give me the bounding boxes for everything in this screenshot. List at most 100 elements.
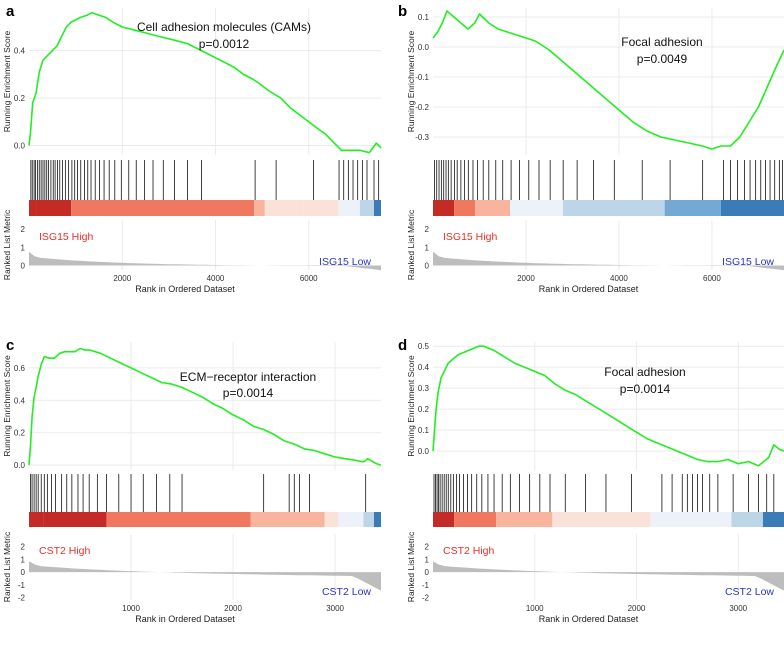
es-line — [432, 10, 784, 150]
rank-bar-segment — [720, 200, 784, 216]
pathway-title: Focal adhesion — [604, 365, 685, 379]
rank-bar-segment — [373, 200, 381, 216]
pathway-title: Focal adhesion — [621, 35, 702, 49]
low-group-label: ISG15 Low — [722, 256, 774, 268]
rank-bar-segment — [433, 200, 455, 216]
metric-ytick-label: 0 — [21, 568, 26, 577]
metric-ytick-label: 2 — [21, 225, 26, 234]
rank-bar-segment — [29, 200, 37, 216]
rank-bar-segment — [475, 200, 511, 216]
rank-bar-segment — [359, 200, 374, 216]
xtick-label: 2000 — [113, 274, 131, 283]
metric-ytick-label: -1 — [422, 581, 430, 590]
es-ytick-label: 0.0 — [14, 142, 26, 151]
rank-bar-segment — [106, 512, 251, 527]
xtick-label: 4000 — [207, 274, 225, 283]
es-ylabel: Running Enrichment Score — [406, 30, 416, 132]
es-ylabel: Running Enrichment Score — [2, 355, 12, 457]
rank-bar-segment — [562, 200, 665, 216]
high-group-label: CST2 High — [443, 545, 495, 557]
es-line — [432, 345, 784, 467]
xtick-label: 2000 — [628, 604, 646, 613]
es-ylabel: Running Enrichment Score — [2, 30, 12, 132]
es-ytick-label: 0.3 — [418, 384, 430, 393]
es-ytick-label: 0.1 — [418, 13, 430, 22]
xtick-label: 3000 — [729, 604, 747, 613]
xtick-label: 2000 — [224, 604, 242, 613]
rank-bar-segment — [373, 512, 381, 527]
metric-area — [29, 251, 381, 271]
rank-bar-segment — [43, 512, 107, 527]
metric-ytick-label: -1 — [18, 581, 26, 590]
metric-area — [433, 251, 784, 271]
pathway-title: ECM−receptor interaction — [180, 370, 316, 384]
rank-bar-segment — [454, 512, 497, 527]
es-ytick-label: -0.3 — [415, 133, 429, 142]
metric-ylabel: Ranked List Metric — [406, 209, 416, 280]
rank-bar-segment — [250, 512, 325, 527]
low-group-label: CST2 Low — [322, 586, 371, 598]
es-ytick-label: -0.1 — [415, 73, 429, 82]
es-ytick-label: 0.2 — [418, 405, 430, 414]
panel-a: a Running Enrichment Score Ranked List Met… — [2, 3, 382, 294]
xtick-label: 3000 — [326, 604, 344, 613]
low-group-label: ISG15 Low — [319, 256, 371, 268]
xtick-label: 6000 — [300, 274, 318, 283]
es-ytick-label: 0.0 — [418, 43, 430, 52]
xtick-label: 6000 — [703, 274, 721, 283]
metric-ytick-label: 1 — [425, 555, 430, 564]
xtick-label: 4000 — [610, 274, 628, 283]
p-value: p=0.0014 — [620, 382, 671, 396]
rank-bar-segment — [433, 512, 455, 527]
rank-bar-segment — [324, 512, 339, 527]
p-value: p=0.0014 — [223, 386, 274, 400]
es-ytick-label: -0.2 — [415, 103, 429, 112]
high-group-label: ISG15 High — [443, 231, 497, 243]
metric-ytick-label: 2 — [21, 543, 26, 552]
low-group-label: CST2 Low — [725, 586, 774, 598]
es-ytick-label: 0.5 — [418, 342, 430, 351]
metric-ylabel: Ranked List Metric — [406, 531, 416, 602]
high-group-label: ISG15 High — [39, 231, 93, 243]
rank-bar-segment — [664, 200, 721, 216]
metric-ytick-label: 1 — [21, 555, 26, 564]
metric-ytick-label: 0 — [425, 568, 430, 577]
x-axis-label: Rank in Ordered Dataset — [539, 284, 639, 294]
panel-letter: c — [6, 337, 14, 354]
rank-bar-segment — [496, 512, 553, 527]
metric-ytick-label: -2 — [18, 593, 26, 602]
metric-ytick-label: 0 — [425, 261, 430, 270]
metric-ytick-label: 0 — [21, 261, 26, 270]
rank-bar-segment — [254, 200, 265, 216]
es-ytick-label: 0.2 — [14, 94, 26, 103]
high-group-label: CST2 High — [39, 545, 91, 557]
rank-bar-segment — [650, 512, 732, 527]
rank-bar-segment — [71, 200, 255, 216]
es-ytick-label: 0.1 — [418, 426, 430, 435]
x-axis-label: Rank in Ordered Dataset — [135, 284, 235, 294]
es-ytick-label: 0.4 — [418, 363, 430, 372]
pathway-title: Cell adhesion molecules (CAMs) — [137, 20, 311, 34]
x-axis-label: Rank in Ordered Dataset — [539, 614, 639, 624]
es-ytick-label: 0.0 — [14, 461, 26, 470]
metric-ytick-label: 1 — [21, 243, 26, 252]
rank-bar-segment — [731, 512, 763, 527]
metric-ytick-label: 1 — [425, 243, 430, 252]
panel-letter: b — [398, 3, 407, 20]
p-value: p=0.0049 — [637, 52, 688, 66]
rank-bar-segment — [762, 512, 784, 527]
p-value: p=0.0012 — [199, 37, 250, 51]
xtick-label: 1000 — [526, 604, 544, 613]
es-line — [28, 11, 382, 154]
rank-bar-segment — [363, 512, 374, 527]
xtick-label: 2000 — [517, 274, 535, 283]
es-ylabel: Running Enrichment Score — [406, 355, 416, 457]
es-ytick-label: 0.4 — [14, 396, 26, 405]
es-ytick-label: 0.0 — [418, 447, 430, 456]
rank-bar-segment — [552, 512, 651, 527]
metric-ytick-label: -2 — [422, 593, 430, 602]
es-line — [28, 347, 382, 466]
